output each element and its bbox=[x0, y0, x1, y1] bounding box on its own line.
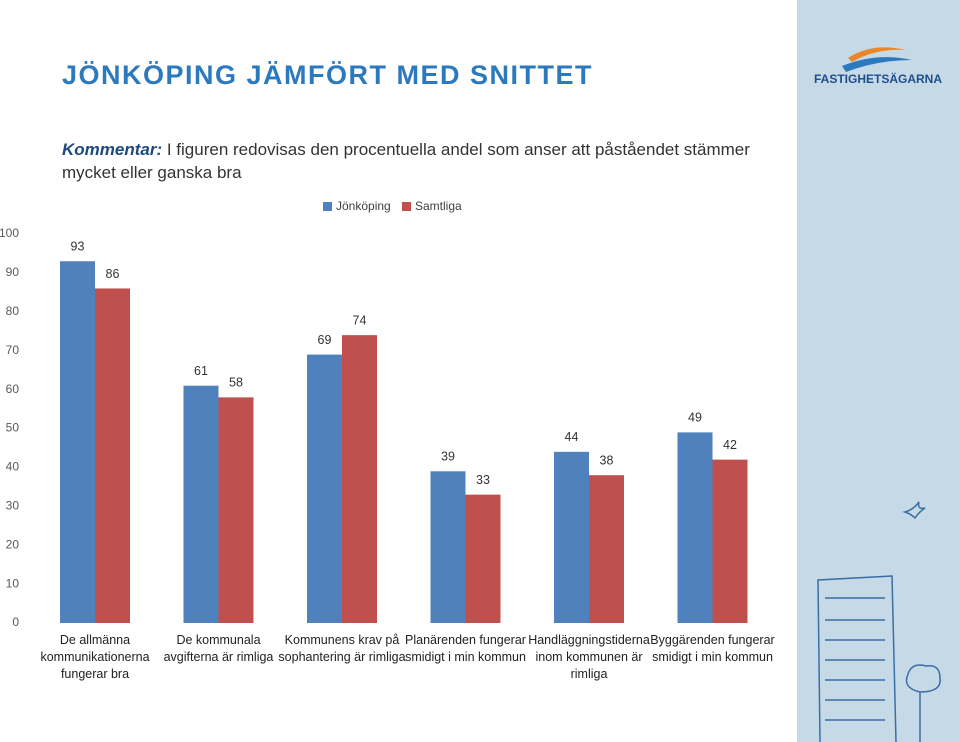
x-tick-label: De allmänna kommunikationerna fungerar b… bbox=[40, 633, 150, 681]
data-label: 69 bbox=[318, 333, 332, 347]
y-tick-label: 70 bbox=[6, 343, 20, 357]
data-label: 39 bbox=[441, 450, 455, 464]
logo-mark bbox=[842, 47, 912, 72]
data-label: 61 bbox=[194, 364, 208, 378]
y-tick-label: 50 bbox=[6, 421, 20, 435]
x-tick-label: Byggärenden fungerar smidigt i min kommu… bbox=[650, 633, 775, 664]
y-tick-label: 10 bbox=[6, 576, 20, 590]
y-tick-label: 100 bbox=[0, 226, 19, 240]
legend-swatch bbox=[323, 202, 332, 211]
bar bbox=[307, 354, 342, 623]
bar bbox=[60, 261, 95, 623]
x-tick-label: De kommunala avgifterna är rimliga bbox=[163, 633, 274, 664]
bar bbox=[342, 335, 377, 623]
bar bbox=[430, 471, 466, 623]
bar bbox=[554, 451, 589, 623]
x-tick-label: Handläggningstiderna inom kommunen är ri… bbox=[528, 633, 650, 681]
bar bbox=[677, 432, 713, 623]
data-label: 42 bbox=[723, 438, 737, 452]
slide-title: JÖNKÖPING JÄMFÖRT MED SNITTET bbox=[62, 60, 594, 90]
logo-text: FASTIGHETSÄGARNA bbox=[814, 71, 942, 86]
y-tick-label: 80 bbox=[6, 304, 20, 318]
comment-text: I figuren redovisas den procentuella and… bbox=[62, 140, 750, 182]
data-label: 44 bbox=[565, 430, 579, 444]
legend-label: Samtliga bbox=[415, 199, 462, 213]
legend-label: Jönköping bbox=[336, 199, 391, 213]
building-sketch bbox=[817, 575, 941, 742]
bar bbox=[465, 494, 501, 623]
legend-swatch bbox=[402, 202, 411, 211]
x-tick-label: Planärenden fungerar smidigt i min kommu… bbox=[405, 633, 526, 664]
bar bbox=[218, 397, 254, 623]
data-label: 93 bbox=[71, 240, 85, 254]
bar bbox=[589, 475, 624, 623]
bar bbox=[95, 288, 130, 623]
data-label: 74 bbox=[353, 313, 367, 327]
bar bbox=[183, 385, 219, 623]
data-label: 33 bbox=[476, 473, 490, 487]
data-label: 38 bbox=[600, 453, 614, 467]
y-tick-label: 30 bbox=[6, 498, 20, 512]
comment: Kommentar: I figuren redovisas den proce… bbox=[62, 138, 752, 184]
data-label: 49 bbox=[688, 411, 702, 425]
y-tick-label: 40 bbox=[6, 460, 20, 474]
data-label: 86 bbox=[106, 267, 120, 281]
y-tick-label: 20 bbox=[6, 537, 20, 551]
bird-sketch bbox=[902, 501, 926, 520]
y-tick-label: 90 bbox=[6, 265, 20, 279]
data-label: 58 bbox=[229, 376, 243, 390]
y-tick-label: 0 bbox=[12, 615, 19, 629]
x-tick-label: Kommunens krav på sophantering är rimlig… bbox=[278, 633, 406, 664]
bar bbox=[712, 459, 748, 623]
y-tick-label: 60 bbox=[6, 382, 20, 396]
side-strip bbox=[797, 0, 960, 742]
comment-label: Kommentar: bbox=[62, 140, 163, 159]
